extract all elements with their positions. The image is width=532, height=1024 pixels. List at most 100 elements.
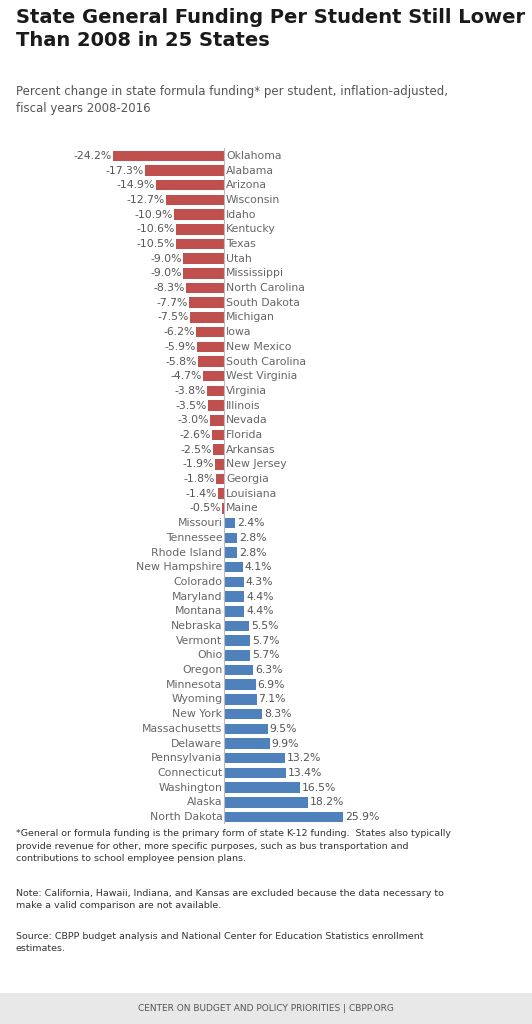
Text: Alaska: Alaska bbox=[187, 798, 222, 807]
Text: -5.8%: -5.8% bbox=[165, 356, 196, 367]
Text: Connecticut: Connecticut bbox=[157, 768, 222, 778]
Bar bbox=[196, 327, 224, 338]
Text: Tennessee: Tennessee bbox=[165, 532, 222, 543]
Text: 18.2%: 18.2% bbox=[310, 798, 344, 807]
Bar bbox=[224, 621, 250, 631]
Text: -2.5%: -2.5% bbox=[180, 444, 212, 455]
Text: -7.7%: -7.7% bbox=[156, 298, 188, 308]
Text: 9.5%: 9.5% bbox=[270, 724, 297, 734]
Bar bbox=[224, 547, 237, 558]
Text: Nebraska: Nebraska bbox=[171, 621, 222, 631]
Text: 5.5%: 5.5% bbox=[251, 621, 279, 631]
Bar bbox=[224, 518, 235, 528]
Bar bbox=[203, 371, 224, 382]
Text: 2.4%: 2.4% bbox=[237, 518, 264, 528]
Text: Louisiana: Louisiana bbox=[226, 488, 277, 499]
Text: 4.4%: 4.4% bbox=[246, 592, 273, 601]
Text: Montana: Montana bbox=[175, 606, 222, 616]
Text: Iowa: Iowa bbox=[226, 327, 252, 337]
Text: Illinois: Illinois bbox=[226, 400, 261, 411]
Text: New Jersey: New Jersey bbox=[226, 460, 287, 469]
Bar bbox=[113, 151, 224, 161]
Bar bbox=[215, 459, 224, 470]
Text: Source: CBPP budget analysis and National Center for Education Statistics enroll: Source: CBPP budget analysis and Nationa… bbox=[16, 932, 423, 953]
Text: North Carolina: North Carolina bbox=[226, 283, 305, 293]
Text: Mississippi: Mississippi bbox=[226, 268, 284, 279]
Text: -10.5%: -10.5% bbox=[137, 239, 175, 249]
Text: -12.7%: -12.7% bbox=[127, 195, 165, 205]
Text: -2.6%: -2.6% bbox=[180, 430, 211, 440]
Bar bbox=[208, 400, 224, 411]
Text: -3.0%: -3.0% bbox=[178, 416, 209, 425]
Bar bbox=[224, 797, 307, 808]
Text: 25.9%: 25.9% bbox=[345, 812, 379, 822]
Text: 5.7%: 5.7% bbox=[252, 650, 280, 660]
Text: West Virginia: West Virginia bbox=[226, 372, 297, 381]
Bar bbox=[224, 532, 237, 543]
Bar bbox=[183, 268, 224, 279]
Text: -3.5%: -3.5% bbox=[176, 400, 207, 411]
Text: -1.4%: -1.4% bbox=[185, 488, 217, 499]
Text: New York: New York bbox=[172, 710, 222, 719]
Bar bbox=[174, 209, 224, 220]
Text: -17.3%: -17.3% bbox=[105, 166, 144, 175]
Bar bbox=[224, 709, 262, 720]
Bar bbox=[176, 239, 224, 249]
Text: Massachusetts: Massachusetts bbox=[142, 724, 222, 734]
Bar bbox=[183, 253, 224, 264]
Text: -8.3%: -8.3% bbox=[154, 283, 185, 293]
Text: Oklahoma: Oklahoma bbox=[226, 151, 281, 161]
Bar bbox=[216, 474, 224, 484]
Text: Oregon: Oregon bbox=[182, 665, 222, 675]
Text: 4.3%: 4.3% bbox=[246, 577, 273, 587]
Text: New Hampshire: New Hampshire bbox=[136, 562, 222, 572]
Text: Georgia: Georgia bbox=[226, 474, 269, 484]
Bar bbox=[176, 224, 224, 234]
Text: Utah: Utah bbox=[226, 254, 252, 263]
Text: -3.8%: -3.8% bbox=[174, 386, 205, 396]
Text: -0.5%: -0.5% bbox=[189, 504, 221, 513]
Text: Virginia: Virginia bbox=[226, 386, 267, 396]
Text: State General Funding Per Student Still Lower
Than 2008 in 25 States: State General Funding Per Student Still … bbox=[16, 8, 525, 50]
Text: 6.3%: 6.3% bbox=[255, 665, 282, 675]
Bar bbox=[224, 591, 244, 602]
Bar bbox=[212, 430, 224, 440]
Bar bbox=[224, 680, 256, 690]
Text: Texas: Texas bbox=[226, 239, 256, 249]
Text: -9.0%: -9.0% bbox=[150, 254, 182, 263]
Text: 2.8%: 2.8% bbox=[239, 548, 267, 557]
Text: -4.7%: -4.7% bbox=[170, 372, 202, 381]
Text: Missouri: Missouri bbox=[178, 518, 222, 528]
Text: 16.5%: 16.5% bbox=[302, 782, 336, 793]
Text: 13.2%: 13.2% bbox=[287, 754, 321, 763]
Text: North Dakota: North Dakota bbox=[149, 812, 222, 822]
Text: Arizona: Arizona bbox=[226, 180, 267, 190]
Text: Kentucky: Kentucky bbox=[226, 224, 276, 234]
Bar bbox=[224, 694, 257, 705]
Bar bbox=[224, 724, 268, 734]
Text: -9.0%: -9.0% bbox=[150, 268, 182, 279]
Text: South Dakota: South Dakota bbox=[226, 298, 300, 308]
Text: Percent change in state formula funding* per student, inflation-adjusted,
fiscal: Percent change in state formula funding*… bbox=[16, 85, 448, 115]
Text: 5.7%: 5.7% bbox=[252, 636, 280, 646]
Text: -10.9%: -10.9% bbox=[135, 210, 173, 219]
Bar bbox=[224, 606, 244, 616]
Bar bbox=[224, 753, 285, 764]
Bar bbox=[207, 386, 224, 396]
Bar bbox=[224, 577, 244, 587]
Bar bbox=[224, 635, 251, 646]
Text: -24.2%: -24.2% bbox=[74, 151, 112, 161]
Bar bbox=[224, 812, 343, 822]
Text: Ohio: Ohio bbox=[197, 650, 222, 660]
Text: 8.3%: 8.3% bbox=[264, 710, 292, 719]
Text: Wisconsin: Wisconsin bbox=[226, 195, 280, 205]
Bar bbox=[224, 650, 251, 660]
Text: -5.9%: -5.9% bbox=[164, 342, 196, 352]
Text: Delaware: Delaware bbox=[171, 738, 222, 749]
Bar bbox=[224, 738, 270, 749]
Text: Michigan: Michigan bbox=[226, 312, 275, 323]
Text: -10.6%: -10.6% bbox=[136, 224, 174, 234]
Bar bbox=[186, 283, 224, 293]
Text: CENTER ON BUDGET AND POLICY PRIORITIES | CBPP.ORG: CENTER ON BUDGET AND POLICY PRIORITIES |… bbox=[138, 1005, 394, 1013]
Text: 9.9%: 9.9% bbox=[271, 738, 299, 749]
